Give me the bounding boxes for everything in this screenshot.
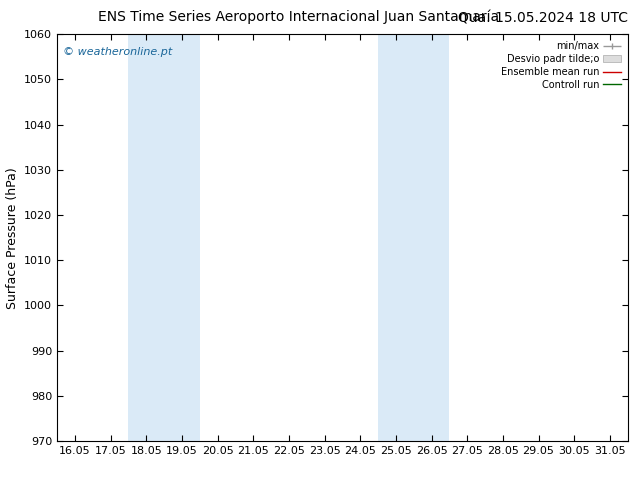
Text: ENS Time Series Aeroporto Internacional Juan Santamaría: ENS Time Series Aeroporto Internacional … xyxy=(98,10,500,24)
Bar xyxy=(128,34,200,441)
Bar xyxy=(378,34,450,441)
Legend: min/max, Desvio padr tilde;o, Ensemble mean run, Controll run: min/max, Desvio padr tilde;o, Ensemble m… xyxy=(497,37,624,94)
Text: © weatheronline.pt: © weatheronline.pt xyxy=(63,47,172,56)
Text: Qua. 15.05.2024 18 UTC: Qua. 15.05.2024 18 UTC xyxy=(458,10,628,24)
Y-axis label: Surface Pressure (hPa): Surface Pressure (hPa) xyxy=(6,167,18,309)
